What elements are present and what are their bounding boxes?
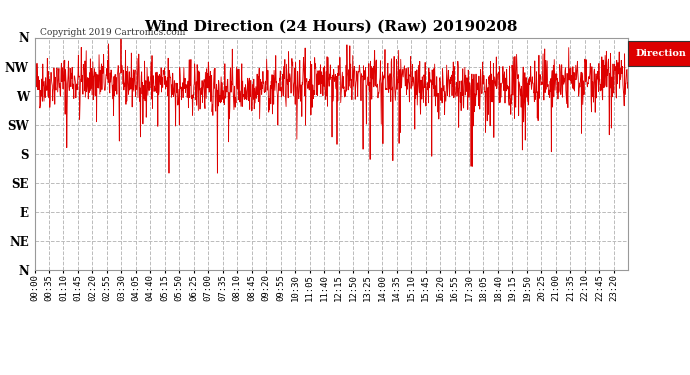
Text: Direction: Direction bbox=[635, 49, 686, 58]
Text: Copyright 2019 Cartronics.com: Copyright 2019 Cartronics.com bbox=[41, 28, 186, 37]
Title: Wind Direction (24 Hours) (Raw) 20190208: Wind Direction (24 Hours) (Raw) 20190208 bbox=[144, 20, 518, 33]
